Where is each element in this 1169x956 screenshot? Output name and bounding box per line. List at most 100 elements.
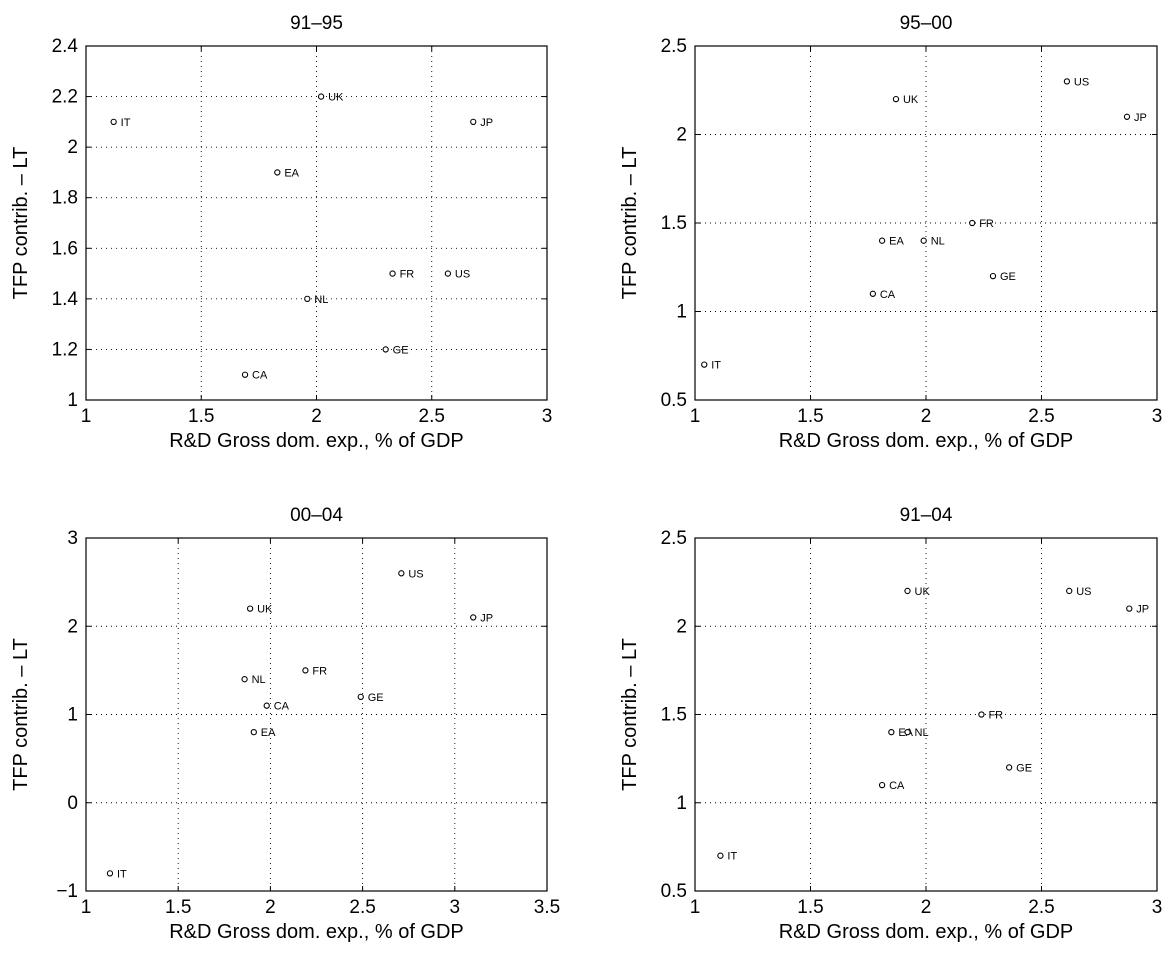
y-tick-label: 1.8 (52, 188, 78, 209)
point-label-ge: GE (1000, 271, 1016, 283)
x-tick-label: 3 (450, 897, 461, 918)
panel-title: 00–04 (290, 505, 343, 526)
point-label-jp: JP (1134, 112, 1147, 124)
data-point-us (444, 270, 452, 277)
data-point-jp (1123, 113, 1131, 120)
x-tick-label: 2 (921, 406, 932, 427)
point-label-uk: UK (903, 94, 919, 106)
panel-title: 91–04 (900, 505, 953, 526)
data-point-fr (978, 711, 985, 718)
x-tick-label: 1.5 (165, 897, 191, 918)
y-tick-label: 1.5 (661, 213, 687, 234)
data-point-ca (878, 781, 886, 789)
point-label-ca: CA (880, 289, 896, 301)
x-tick-label: 1.5 (797, 406, 823, 427)
x-tick-label: 2.5 (349, 897, 375, 918)
x-tick-label: 2.5 (1028, 897, 1054, 918)
y-tick-label: 2.5 (661, 528, 687, 549)
point-label-ge: GE (1016, 762, 1032, 774)
point-label-ea: EA (284, 167, 299, 179)
point-label-nl: NL (931, 236, 945, 248)
data-point-it (110, 118, 117, 126)
point-label-nl: NL (252, 674, 266, 686)
data-point-us (1063, 78, 1071, 85)
x-axis-label: R&D Gross dom. exp., % of GDP (779, 921, 1074, 943)
point-label-uk: UK (257, 604, 273, 616)
panel-00-04: 1 1.5 2 2.5 3 3.5 −1 0 1 2 3 00–04 R&D Gross dom. ex… (10, 505, 560, 943)
panel-91-04: 1 1.5 2 2.5 30.511.522.591–04R&D Gross dom. … (619, 505, 1162, 943)
y-tick-label: 2 (676, 125, 687, 146)
data-point-ea (878, 237, 886, 244)
point-label-jp: JP (1136, 604, 1149, 616)
point-label-ge: GE (368, 692, 384, 704)
x-tick-label: 3 (542, 406, 553, 427)
data-point-ge (357, 693, 364, 700)
x-tick-label: 3 (1152, 406, 1163, 427)
point-label-it: IT (117, 868, 127, 880)
data-point-uk (246, 605, 254, 612)
point-label-uk: UK (915, 586, 931, 598)
point-label-ea: EA (261, 727, 276, 739)
y-tick-label: 1.6 (52, 238, 78, 259)
data-point-nl (241, 676, 248, 683)
point-label-it: IT (121, 117, 131, 129)
data-point-ca (263, 702, 270, 709)
point-label-jp: JP (480, 117, 493, 129)
y-tick-label: 2 (67, 616, 78, 637)
data-point-ge (989, 272, 997, 280)
data-point-it (106, 870, 114, 877)
data-point-ca (241, 371, 249, 378)
y-tick-label: 0.5 (661, 390, 687, 411)
y-axis-label: TFP contrib. – LT (10, 638, 32, 791)
panel-title: 95–00 (900, 13, 953, 34)
data-point-us (398, 570, 405, 577)
data-point-ge (382, 346, 389, 353)
y-tick-label: 2 (67, 137, 78, 158)
data-point-us (1066, 587, 1073, 595)
panel-95-00: 1 1.5 2 2.5 30.511.522.595–00R&D Gross dom. … (619, 13, 1162, 452)
y-tick-label: 0.5 (661, 881, 687, 902)
x-tick-label: 3.5 (534, 897, 560, 918)
y-tick-label: 2.4 (52, 36, 79, 57)
point-label-ca: CA (889, 780, 905, 792)
x-tick-label: 2 (311, 406, 322, 427)
x-tick-label: 2.5 (419, 406, 445, 427)
data-point-uk (904, 587, 911, 595)
data-point-ea (274, 169, 281, 176)
data-point-nl (904, 729, 911, 736)
point-label-us: US (408, 568, 423, 580)
y-tick-label: 1.5 (661, 705, 687, 726)
point-label-fr: FR (988, 710, 1003, 722)
x-tick-label: 1 (81, 406, 92, 427)
x-tick-label: 1 (690, 406, 701, 427)
x-tick-label: 2.5 (1028, 406, 1054, 427)
x-axis-label: R&D Gross dom. exp., % of GDP (169, 921, 464, 943)
point-label-uk: UK (328, 92, 344, 104)
point-label-ge: GE (393, 344, 409, 356)
x-tick-label: 1.5 (797, 897, 823, 918)
data-point-uk (892, 95, 900, 103)
data-point-fr (302, 667, 309, 674)
data-point-jp (470, 614, 477, 621)
x-tick-label: 2 (265, 897, 276, 918)
panel-title: 91–95 (290, 13, 343, 34)
y-tick-label: 1 (67, 390, 78, 411)
data-point-it (701, 361, 708, 368)
y-tick-label: 2.5 (661, 36, 687, 57)
y-tick-label: 1.4 (52, 289, 79, 310)
point-label-us: US (1076, 586, 1091, 598)
y-tick-label: 2 (676, 616, 687, 637)
data-point-fr (389, 270, 396, 277)
y-axis-label: TFP contrib. – LT (619, 638, 641, 791)
x-tick-label: 1 (81, 897, 92, 918)
point-label-us: US (455, 269, 470, 281)
point-label-nl: NL (314, 294, 328, 306)
data-point-it (717, 852, 724, 859)
y-tick-label: 1 (676, 302, 687, 323)
point-label-jp: JP (480, 612, 493, 624)
point-label-it: IT (711, 360, 721, 372)
y-axis-label: TFP contrib. – LT (10, 147, 32, 300)
point-label-fr: FR (312, 665, 327, 677)
y-tick-label: 3 (67, 528, 78, 549)
